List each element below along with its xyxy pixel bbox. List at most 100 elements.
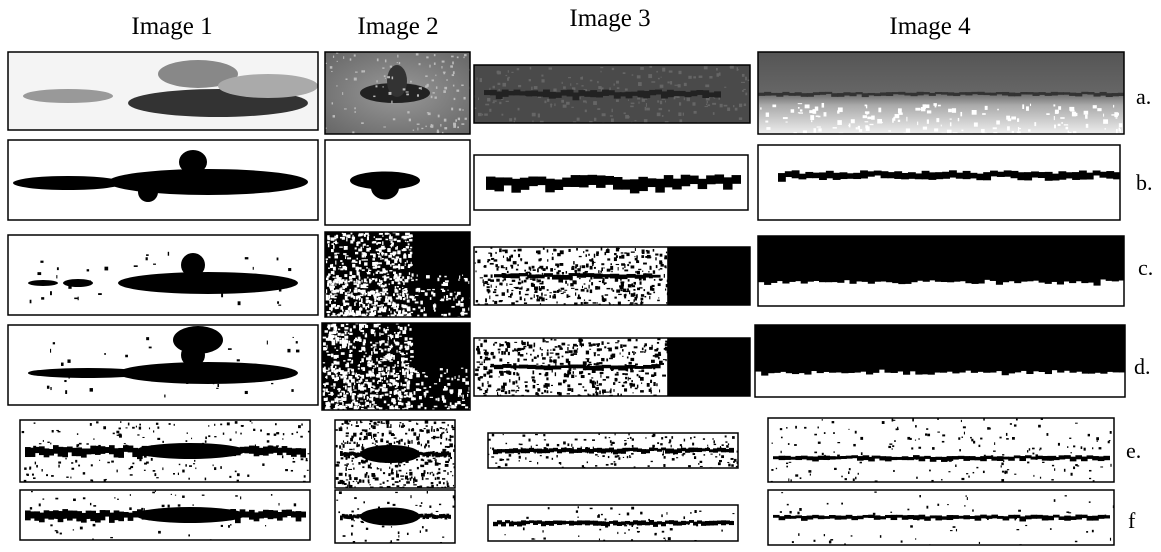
speckle (420, 530, 421, 533)
speckle (189, 453, 190, 454)
speckle (534, 345, 535, 347)
speckle (662, 99, 666, 100)
speckle (696, 448, 699, 450)
speckle (721, 455, 724, 458)
speckle (579, 278, 581, 279)
speckle (444, 87, 447, 90)
speckle (824, 534, 825, 536)
speckle (399, 470, 402, 472)
speckle (552, 360, 553, 362)
speckle (600, 374, 601, 377)
speckle (243, 285, 246, 289)
blob (503, 177, 512, 185)
speckle (391, 472, 394, 475)
speckle (391, 433, 394, 434)
speckle (202, 443, 204, 445)
speckle (648, 74, 652, 78)
speckle (445, 405, 447, 406)
speckle (941, 479, 942, 480)
speckle (416, 459, 418, 461)
blob (972, 277, 979, 284)
speckle (407, 478, 409, 480)
speckle (374, 347, 377, 348)
speckle (350, 392, 352, 395)
blob (494, 177, 503, 191)
speckle (527, 342, 529, 345)
speckle (631, 380, 633, 382)
speckle (600, 71, 601, 73)
speckle (593, 343, 596, 345)
speckle (50, 524, 52, 526)
blob (915, 368, 922, 375)
speckle (510, 265, 511, 267)
speckle (523, 527, 525, 530)
speckle (334, 279, 337, 283)
speckle (377, 266, 380, 268)
speckle (889, 443, 892, 444)
speckle (575, 376, 577, 377)
speckle (550, 104, 552, 108)
speckle (578, 536, 579, 537)
speckle (342, 402, 344, 406)
speckle (491, 274, 493, 277)
speckle (387, 367, 390, 371)
row-label: d. (1134, 354, 1151, 379)
speckle (348, 332, 349, 333)
speckle (1111, 114, 1114, 115)
speckle (336, 500, 338, 501)
image-panel (325, 52, 472, 135)
speckle (434, 383, 437, 384)
speckle (848, 471, 850, 474)
speckle (400, 327, 403, 330)
speckle (656, 383, 657, 386)
speckle (370, 342, 372, 344)
speckle (563, 105, 567, 108)
blob (965, 366, 972, 371)
speckle (56, 275, 57, 278)
speckle (640, 281, 642, 284)
speckle (414, 391, 416, 395)
speckle (361, 280, 362, 283)
speckle (334, 294, 338, 295)
speckle (73, 529, 74, 530)
speckle (656, 265, 658, 268)
speckle (354, 477, 358, 480)
speckle (372, 262, 376, 266)
speckle (338, 511, 340, 513)
speckle (333, 277, 336, 278)
speckle (649, 389, 652, 392)
speckle (336, 380, 338, 381)
speckle (326, 260, 327, 263)
speckle (193, 463, 195, 464)
speckle (960, 112, 962, 116)
dark (667, 247, 750, 305)
speckle (384, 253, 387, 256)
speckle (433, 304, 434, 306)
speckle (517, 68, 519, 70)
speckle (168, 252, 169, 256)
speckle (1110, 464, 1111, 467)
speckle (398, 441, 400, 444)
speckle (399, 399, 401, 401)
speckle (421, 382, 423, 386)
speckle (645, 373, 649, 375)
speckle (632, 351, 633, 353)
speckle (518, 85, 521, 87)
speckle (328, 324, 331, 327)
speckle (402, 281, 405, 282)
speckle (587, 461, 588, 463)
speckle (507, 289, 509, 293)
speckle (507, 362, 509, 364)
speckle (490, 263, 494, 265)
blob (786, 368, 793, 373)
speckle (465, 369, 467, 373)
speckle (610, 440, 612, 443)
speckle (628, 352, 630, 355)
speckle (407, 375, 408, 376)
speckle (690, 437, 691, 439)
speckle (331, 375, 334, 378)
speckle (683, 516, 685, 519)
speckle (205, 478, 206, 481)
speckle (434, 406, 438, 408)
speckle (657, 300, 660, 302)
